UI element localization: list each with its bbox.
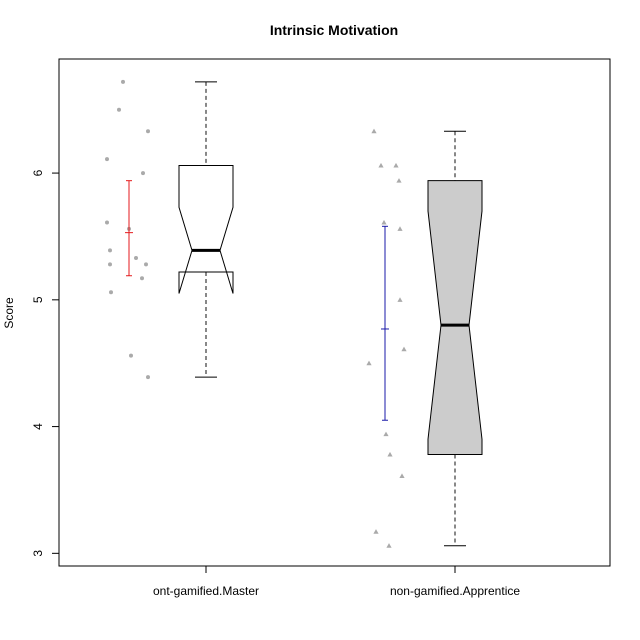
data-point xyxy=(373,529,379,534)
data-point xyxy=(141,171,145,176)
box-layer xyxy=(178,81,483,547)
plot-frame xyxy=(58,58,611,567)
chart-title: Intrinsic Motivation xyxy=(270,22,398,38)
data-point xyxy=(366,360,372,366)
y-axis-label: Score xyxy=(2,297,16,329)
data-point xyxy=(401,346,407,352)
y-tick-label: 5 xyxy=(31,296,45,303)
data-point xyxy=(383,431,389,437)
data-point xyxy=(108,248,112,253)
data-point xyxy=(146,129,150,134)
data-point xyxy=(105,220,109,225)
notched-box xyxy=(427,180,483,455)
data-point xyxy=(121,79,125,84)
data-point xyxy=(399,473,405,479)
data-point xyxy=(397,297,403,302)
data-point xyxy=(140,276,144,281)
mean-ci-layer xyxy=(125,180,389,421)
y-tick-label: 3 xyxy=(31,550,45,557)
x-tick-label: non-gamified.Apprentice xyxy=(390,584,520,598)
data-point xyxy=(134,255,138,260)
data-point xyxy=(387,451,393,457)
data-point xyxy=(386,543,392,548)
data-point xyxy=(397,226,403,231)
points-layer xyxy=(105,79,407,548)
data-point xyxy=(396,178,402,183)
notched-box xyxy=(178,164,234,294)
data-point xyxy=(381,219,387,225)
data-point xyxy=(393,162,399,168)
data-point xyxy=(146,375,150,380)
data-point xyxy=(144,262,148,267)
data-point xyxy=(105,157,109,162)
data-point xyxy=(109,290,113,295)
y-tick-label: 6 xyxy=(31,169,45,176)
data-point xyxy=(371,128,377,134)
data-point xyxy=(129,353,133,358)
data-point xyxy=(378,162,384,168)
y-tick-label: 4 xyxy=(31,423,45,430)
data-point xyxy=(108,262,112,267)
x-tick-label: ont-gamified.Master xyxy=(153,584,259,598)
data-point xyxy=(117,107,121,112)
axes-layer: 3 4 5 6 ont-gamified.Master non-gamified.Appr… xyxy=(31,169,520,598)
